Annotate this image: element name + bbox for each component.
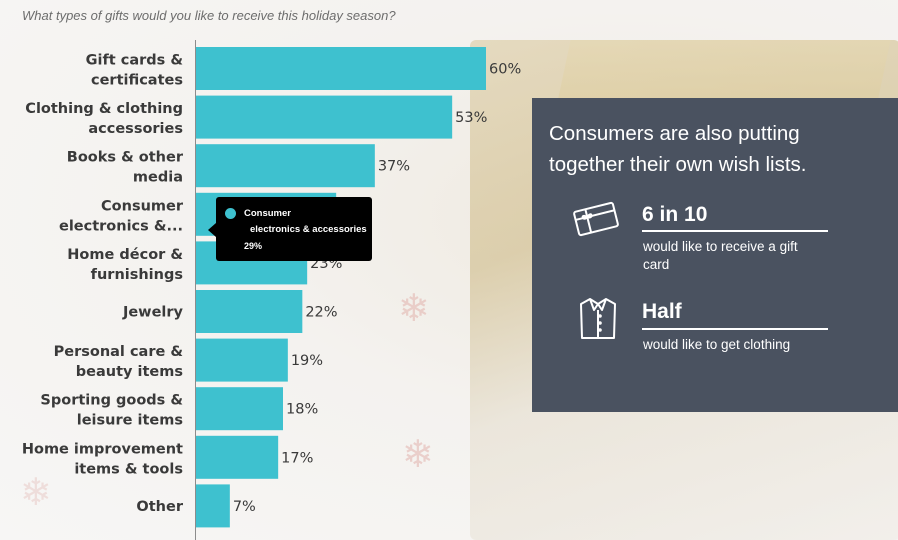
tooltip-category-line1: Consumer — [244, 208, 291, 219]
category-label: Sporting goods & — [40, 393, 183, 409]
category-label: accessories — [88, 121, 183, 137]
stat-gift-card-sub: would like to receive a gift card — [643, 239, 798, 272]
bar[interactable] — [196, 95, 453, 139]
bar-value-label: 37% — [378, 159, 410, 175]
category-label: certificates — [91, 73, 183, 89]
stat-gift-card-big: 6 in 10 — [642, 203, 708, 226]
bar-value-label: 18% — [286, 402, 318, 418]
category-label: Gift cards & — [86, 53, 184, 69]
gift-card-icon — [573, 201, 619, 237]
category-label: Home improvement — [22, 441, 183, 457]
bar-value-label: 53% — [455, 110, 487, 126]
category-label: beauty items — [76, 364, 183, 380]
tooltip-series-dot — [225, 208, 236, 219]
bar[interactable] — [196, 435, 279, 479]
bar[interactable] — [196, 338, 288, 382]
stat-divider — [642, 328, 828, 330]
category-label: leisure items — [77, 413, 183, 429]
category-label: Home décor & — [67, 247, 183, 263]
snowflake-decoration: ❄ — [402, 432, 434, 476]
category-label: electronics &... — [59, 218, 183, 234]
bar[interactable] — [196, 290, 303, 333]
panel-title: Consumers are also putting together thei… — [549, 122, 807, 176]
survey-question: What types of gifts would you like to re… — [22, 8, 396, 23]
category-label: items & tools — [74, 461, 183, 477]
bar-value-label: 17% — [281, 450, 313, 466]
stat-clothing-big: Half — [642, 300, 682, 323]
bar[interactable] — [196, 144, 375, 188]
category-label: Clothing & clothing — [25, 101, 183, 117]
snowflake-decoration: ❄ — [20, 470, 52, 514]
bar[interactable] — [196, 484, 230, 528]
bar[interactable] — [196, 47, 486, 90]
bar[interactable] — [196, 387, 283, 431]
bar-value-label: 60% — [489, 62, 521, 78]
stat-clothing-sub: would like to get clothing — [643, 337, 791, 352]
category-label: Jewelry — [122, 305, 184, 321]
category-label: Personal care & — [54, 344, 184, 360]
chart-tooltip: Consumer electronics & accessories 29% — [208, 197, 372, 261]
snowflake-decoration: ❄ — [398, 286, 430, 330]
tooltip-value: 29% — [244, 241, 263, 251]
tooltip-category-line2: electronics & accessories — [250, 224, 367, 235]
wish-list-panel: Consumers are also putting together thei… — [532, 98, 898, 412]
category-label: Books & other — [67, 150, 184, 166]
bar-value-label: 7% — [233, 499, 256, 515]
bar-value-label: 19% — [291, 353, 323, 369]
shirt-icon — [580, 298, 616, 339]
category-label: Other — [136, 499, 183, 515]
category-label: Consumer — [101, 198, 184, 214]
stat-divider — [642, 230, 828, 232]
bar-value-label: 22% — [305, 305, 337, 321]
category-label: media — [133, 170, 183, 186]
category-label: furnishings — [91, 267, 183, 283]
